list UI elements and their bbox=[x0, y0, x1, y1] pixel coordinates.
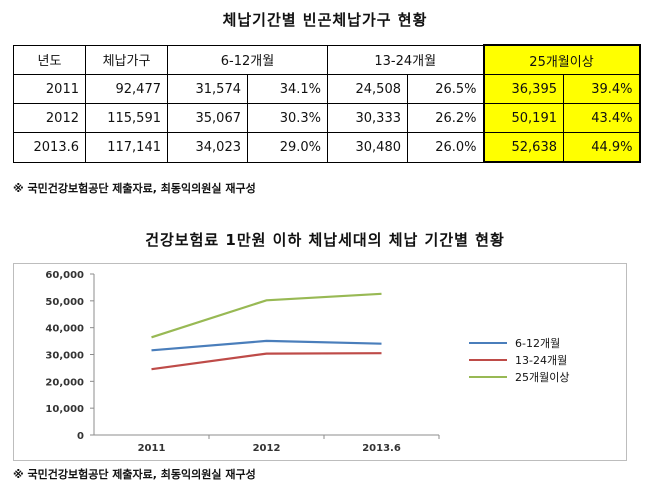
cell-6-12: 34,023 bbox=[167, 132, 248, 163]
series-line-2 bbox=[151, 352, 382, 371]
cell-25plus-pct: 39.4% bbox=[563, 74, 641, 104]
chart-title: 건강보험료 1만원 이하 체납세대의 체납 기간별 현황 bbox=[145, 231, 505, 249]
cell-25plus: 52,638 bbox=[482, 132, 564, 163]
x-tick-label: 2013.6 bbox=[362, 443, 401, 454]
cell-households: 117,141 bbox=[85, 132, 168, 163]
cell-year: 2011 bbox=[13, 74, 86, 104]
table-title: 체납기간별 빈곤체납가구 현황 bbox=[222, 11, 428, 29]
header-households: 체납가구 bbox=[85, 44, 168, 75]
cell-25plus: 50,191 bbox=[482, 103, 564, 133]
y-tick-label: 0 bbox=[77, 431, 84, 442]
legend-item: 6-12개월 bbox=[469, 334, 569, 351]
cell-6-12-pct: 34.1% bbox=[247, 74, 328, 104]
y-tick-label: 20,000 bbox=[45, 377, 84, 388]
cell-25plus-pct: 44.9% bbox=[563, 132, 641, 163]
y-tick-label: 40,000 bbox=[45, 324, 84, 335]
cell-13-24: 24,508 bbox=[327, 74, 408, 104]
line-chart: 0 10,000 20,000 30,000 40,000 50,000 60,000 201… bbox=[13, 263, 627, 461]
cell-13-24-pct: 26.0% bbox=[407, 132, 484, 163]
legend-label: 6-12개월 bbox=[515, 336, 561, 350]
cell-6-12: 31,574 bbox=[167, 74, 248, 104]
cell-13-24: 30,333 bbox=[327, 103, 408, 133]
table-row: 2013.6 117,141 34,023 29.0% 30,480 26.0%… bbox=[13, 132, 641, 163]
header-25plus: 25개월이상 bbox=[482, 44, 641, 75]
cell-year: 2012 bbox=[13, 103, 86, 133]
legend-swatch bbox=[469, 341, 507, 344]
cell-year: 2013.6 bbox=[13, 132, 86, 163]
legend-item: 13-24개월 bbox=[469, 351, 569, 368]
legend-label: 13-24개월 bbox=[515, 353, 568, 367]
x-tick-label: 2011 bbox=[138, 443, 166, 454]
legend-label: 25개월이상 bbox=[515, 370, 570, 384]
chart-source-note: ※ 국민건강보험공단 제출자료, 최동익의원실 재구성 bbox=[13, 468, 256, 481]
legend-swatch bbox=[469, 358, 507, 361]
cell-6-12: 35,067 bbox=[167, 103, 248, 133]
y-tick-label: 30,000 bbox=[45, 351, 84, 362]
chart-plot: 0 10,000 20,000 30,000 40,000 50,000 60,000 201… bbox=[45, 270, 440, 454]
series-line-3 bbox=[151, 292, 382, 339]
chart-legend: 6-12개월 13-24개월 25개월이상 bbox=[469, 334, 569, 385]
table-header-row: 년도 체납가구 6-12개월 13-24개월 25개월이상 bbox=[13, 44, 641, 75]
cell-households: 92,477 bbox=[85, 74, 168, 104]
header-year: 년도 bbox=[13, 44, 86, 75]
header-13-24: 13-24개월 bbox=[327, 44, 484, 75]
table-row: 2012 115,591 35,067 30.3% 30,333 26.2% 5… bbox=[13, 103, 641, 133]
header-6-12: 6-12개월 bbox=[167, 44, 328, 75]
cell-13-24: 30,480 bbox=[327, 132, 408, 163]
y-tick-label: 50,000 bbox=[45, 297, 84, 308]
cell-25plus-pct: 43.4% bbox=[563, 103, 641, 133]
y-tick-label: 60,000 bbox=[45, 270, 84, 281]
cell-25plus: 36,395 bbox=[482, 74, 564, 104]
cell-13-24-pct: 26.2% bbox=[407, 103, 484, 133]
household-table: 년도 체납가구 6-12개월 13-24개월 25개월이상 2011 92,47… bbox=[13, 44, 641, 163]
table-row: 2011 92,477 31,574 34.1% 24,508 26.5% 36… bbox=[13, 74, 641, 104]
cell-13-24-pct: 26.5% bbox=[407, 74, 484, 104]
legend-item: 25개월이상 bbox=[469, 368, 569, 385]
legend-swatch bbox=[469, 375, 507, 378]
series-line-1 bbox=[151, 339, 382, 352]
cell-6-12-pct: 30.3% bbox=[247, 103, 328, 133]
y-tick-label: 10,000 bbox=[45, 404, 84, 415]
table-source-note: ※ 국민건강보험공단 제출자료, 최동익의원실 재구성 bbox=[13, 182, 256, 195]
cell-6-12-pct: 29.0% bbox=[247, 132, 328, 163]
x-tick-label: 2012 bbox=[253, 443, 281, 454]
cell-households: 115,591 bbox=[85, 103, 168, 133]
